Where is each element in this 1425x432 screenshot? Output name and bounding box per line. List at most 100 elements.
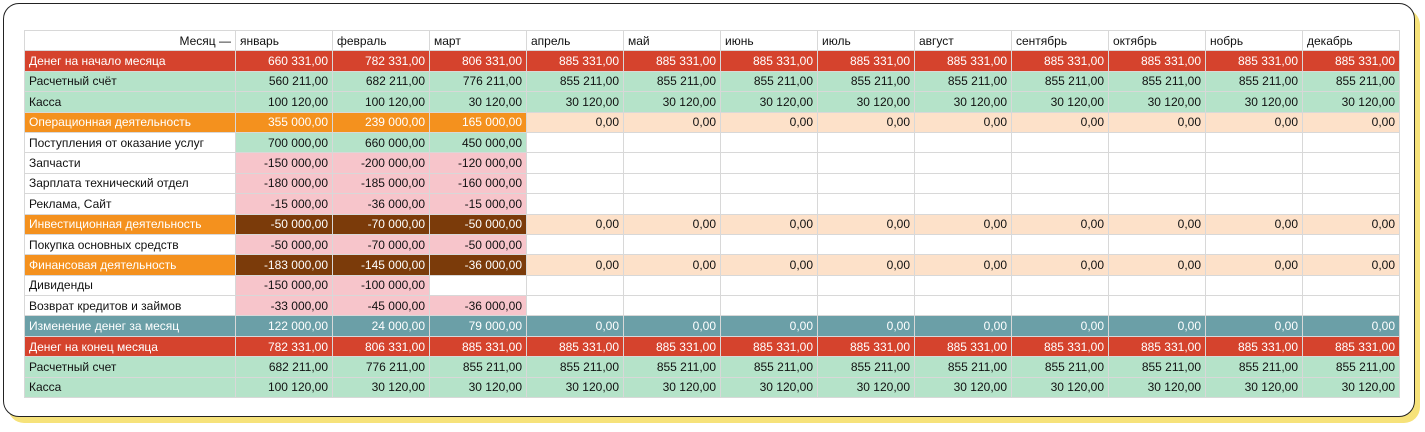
empty-cell xyxy=(623,233,721,256)
row-label: Инвестиционная деятельность xyxy=(24,213,236,235)
month-header: июнь xyxy=(720,29,818,52)
value-cell: 855 211,00 xyxy=(623,356,721,378)
value-cell: 885 331,00 xyxy=(1205,335,1303,358)
table-row: Инвестиционная деятельность -50 000,00 -70… xyxy=(24,213,1400,235)
frame: Месяц — январь февраль март апрель май июнь июл… xyxy=(3,3,1415,417)
value-cell: 30 120,00 xyxy=(817,376,915,399)
empty-cell xyxy=(526,295,624,317)
empty-cell xyxy=(817,233,915,256)
value-cell: 30 120,00 xyxy=(1205,91,1303,113)
empty-cell xyxy=(623,172,721,195)
value-cell: -50 000,00 xyxy=(429,233,527,256)
empty-cell xyxy=(1011,193,1109,215)
table-row: Дивиденды -150 000,00 -100 000,00 xyxy=(24,274,1400,297)
value-cell: -36 000,00 xyxy=(429,254,527,276)
value-cell: 0,00 xyxy=(1205,315,1303,337)
value-cell: 682 211,00 xyxy=(332,70,430,93)
table-row: Расчетный счёт 560 211,00 682 211,00 776 21… xyxy=(24,70,1400,93)
empty-cell xyxy=(1108,295,1206,317)
value-cell: 239 000,00 xyxy=(332,111,430,133)
value-cell: 122 000,00 xyxy=(235,315,333,337)
header-row: Месяц — январь февраль март апрель май июнь июл… xyxy=(24,29,1400,52)
value-cell: 885 331,00 xyxy=(1011,335,1109,358)
value-cell: 355 000,00 xyxy=(235,111,333,133)
value-cell: 855 211,00 xyxy=(526,356,624,378)
value-cell: -15 000,00 xyxy=(429,193,527,215)
empty-cell xyxy=(720,193,818,215)
value-cell: 855 211,00 xyxy=(817,70,915,93)
empty-cell xyxy=(720,295,818,317)
value-cell: 885 331,00 xyxy=(1302,335,1400,358)
row-label: Запчасти xyxy=(24,152,236,174)
empty-cell xyxy=(1302,193,1400,215)
value-cell: 0,00 xyxy=(720,213,818,235)
value-cell: 0,00 xyxy=(817,111,915,133)
value-cell: 885 331,00 xyxy=(623,335,721,358)
value-cell: 885 331,00 xyxy=(720,335,818,358)
value-cell: 30 120,00 xyxy=(914,91,1012,113)
table-row: Поступления от оказание услуг 700 000,00 6… xyxy=(24,131,1400,154)
value-cell: 30 120,00 xyxy=(720,376,818,399)
value-cell: -50 000,00 xyxy=(429,213,527,235)
value-cell: 0,00 xyxy=(1302,111,1400,133)
empty-cell xyxy=(623,152,721,174)
value-cell: 776 211,00 xyxy=(332,356,430,378)
empty-cell xyxy=(817,152,915,174)
value-cell: 30 120,00 xyxy=(1108,91,1206,113)
empty-cell xyxy=(720,274,818,297)
empty-cell xyxy=(1108,233,1206,256)
value-cell: 885 331,00 xyxy=(526,335,624,358)
empty-cell xyxy=(429,274,527,297)
value-cell: -185 000,00 xyxy=(332,172,430,195)
value-cell: 0,00 xyxy=(623,254,721,276)
row-label: Возврат кредитов и займов xyxy=(24,295,236,317)
value-cell: -160 000,00 xyxy=(429,172,527,195)
value-cell: -50 000,00 xyxy=(235,233,333,256)
value-cell: 885 331,00 xyxy=(1108,335,1206,358)
table-row: Денег на конец месяца 782 331,00 806 331,0… xyxy=(24,335,1400,358)
row-label: Финансовая деятельность xyxy=(24,254,236,276)
value-cell: 855 211,00 xyxy=(817,356,915,378)
empty-cell xyxy=(1302,233,1400,256)
empty-cell xyxy=(914,274,1012,297)
value-cell: 885 331,00 xyxy=(623,50,721,72)
month-header: октябрь xyxy=(1108,29,1206,52)
value-cell: 30 120,00 xyxy=(429,376,527,399)
month-header: декабрь xyxy=(1302,29,1400,52)
empty-cell xyxy=(720,152,818,174)
table-row: Запчасти -150 000,00 -200 000,00 -120 000,0… xyxy=(24,152,1400,174)
value-cell: 0,00 xyxy=(1011,111,1109,133)
value-cell: -150 000,00 xyxy=(235,152,333,174)
value-cell: -180 000,00 xyxy=(235,172,333,195)
month-header: февраль xyxy=(332,29,430,52)
empty-cell xyxy=(1011,152,1109,174)
empty-cell xyxy=(526,193,624,215)
row-label: Денег на начало месяца xyxy=(24,50,236,72)
value-cell: 855 211,00 xyxy=(720,70,818,93)
row-label: Денег на конец месяца xyxy=(24,335,236,358)
row-label: Зарплата технический отдел xyxy=(24,172,236,195)
empty-cell xyxy=(1011,131,1109,154)
value-cell: 782 331,00 xyxy=(332,50,430,72)
value-cell: 0,00 xyxy=(817,254,915,276)
value-cell: 30 120,00 xyxy=(1302,376,1400,399)
empty-cell xyxy=(1302,295,1400,317)
empty-cell xyxy=(1108,193,1206,215)
empty-cell xyxy=(1108,131,1206,154)
value-cell: 0,00 xyxy=(914,111,1012,133)
value-cell: 0,00 xyxy=(1302,254,1400,276)
value-cell: -36 000,00 xyxy=(332,193,430,215)
value-cell: 806 331,00 xyxy=(332,335,430,358)
empty-cell xyxy=(914,131,1012,154)
row-label: Расчетный счет xyxy=(24,356,236,378)
empty-cell xyxy=(817,295,915,317)
corner-label: Месяц — xyxy=(24,29,236,52)
month-header: март xyxy=(429,29,527,52)
value-cell: 682 211,00 xyxy=(235,356,333,378)
value-cell: 0,00 xyxy=(720,254,818,276)
value-cell: 855 211,00 xyxy=(1205,356,1303,378)
empty-cell xyxy=(526,131,624,154)
value-cell: 855 211,00 xyxy=(720,356,818,378)
empty-cell xyxy=(720,233,818,256)
value-cell: 24 000,00 xyxy=(332,315,430,337)
